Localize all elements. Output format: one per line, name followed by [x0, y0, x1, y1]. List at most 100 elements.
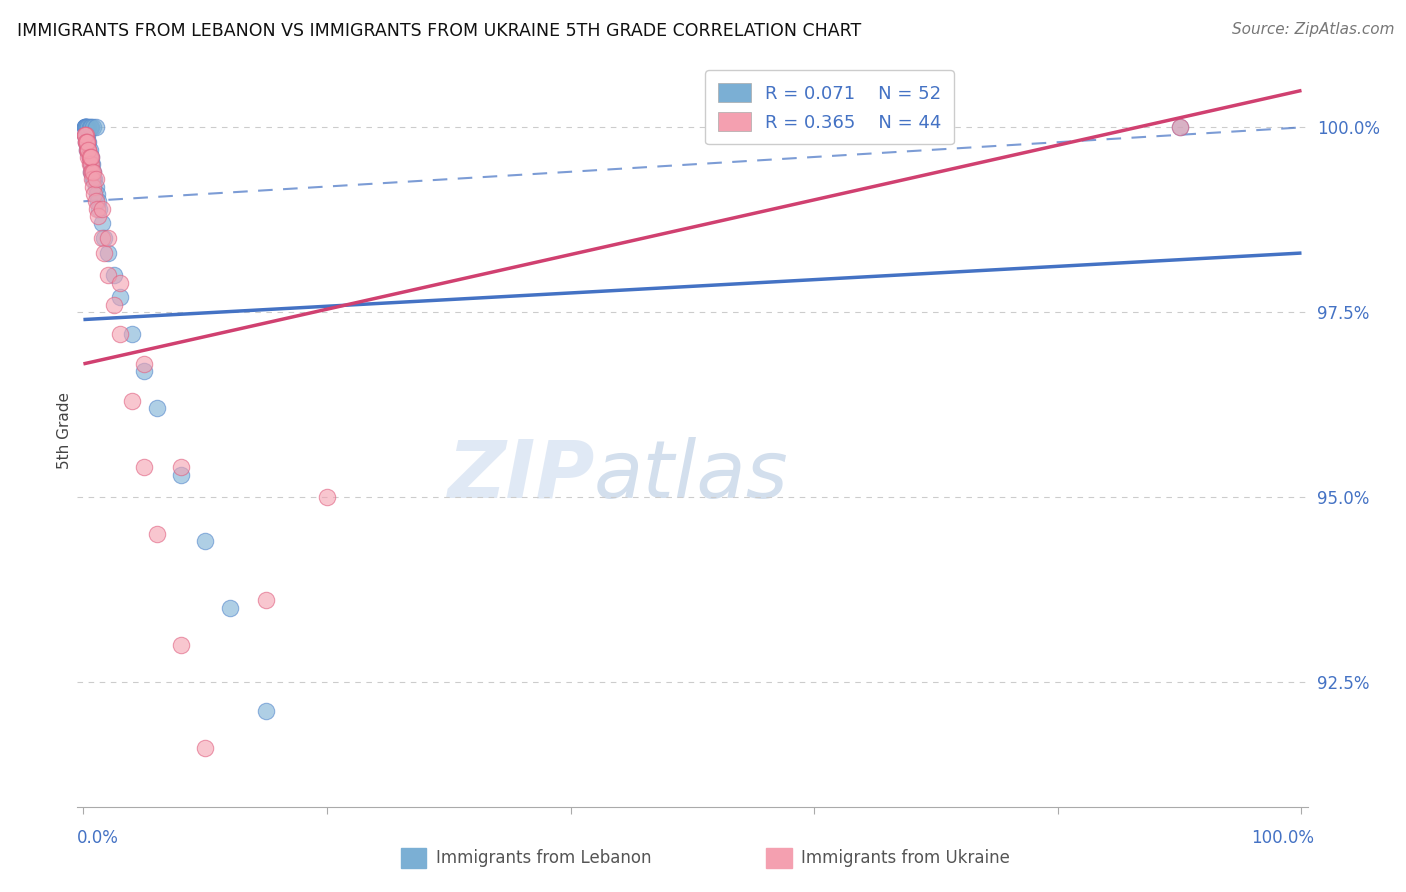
Point: [194, 534, 217, 549]
Point: [90, 202, 112, 216]
Point: [79, 150, 101, 164]
Point: [82, 165, 104, 179]
Point: [145, 526, 167, 541]
Point: [79, 150, 101, 164]
Point: [79, 150, 101, 164]
Point: [218, 600, 240, 615]
Point: [75, 135, 97, 149]
Point: [77, 143, 100, 157]
Point: [80, 165, 103, 179]
Point: [80, 157, 103, 171]
Point: [170, 460, 193, 475]
Point: [194, 741, 217, 756]
Point: [73, 120, 96, 135]
Point: [1168, 120, 1191, 135]
Point: [73, 120, 96, 135]
Point: [145, 401, 167, 416]
Text: 0.0%: 0.0%: [77, 829, 120, 847]
Text: 100.0%: 100.0%: [1251, 829, 1315, 847]
Point: [82, 172, 104, 186]
Point: [77, 120, 100, 135]
Point: [80, 157, 103, 171]
Point: [84, 120, 107, 135]
Point: [75, 135, 97, 149]
Point: [73, 128, 96, 142]
Point: [75, 128, 97, 142]
Point: [97, 231, 120, 245]
Point: [76, 135, 98, 149]
Text: Source: ZipAtlas.com: Source: ZipAtlas.com: [1232, 22, 1395, 37]
Point: [76, 135, 98, 149]
Point: [121, 393, 143, 408]
Point: [77, 150, 100, 164]
Point: [80, 150, 103, 164]
Point: [103, 268, 125, 283]
Point: [80, 172, 103, 186]
Point: [73, 128, 96, 142]
Legend: R = 0.071    N = 52, R = 0.365    N = 44: R = 0.071 N = 52, R = 0.365 N = 44: [706, 70, 955, 145]
Point: [77, 143, 100, 157]
Point: [75, 128, 97, 142]
Point: [90, 231, 112, 245]
Point: [93, 231, 115, 245]
Text: atlas: atlas: [595, 436, 789, 515]
Point: [170, 638, 193, 652]
Point: [80, 157, 103, 171]
Point: [108, 290, 131, 304]
Point: [316, 490, 339, 504]
Point: [108, 327, 131, 342]
Point: [76, 128, 98, 142]
Point: [134, 364, 156, 378]
Point: [76, 143, 98, 157]
Point: [86, 186, 108, 201]
Point: [97, 268, 120, 283]
Y-axis label: 5th Grade: 5th Grade: [56, 392, 72, 469]
Point: [89, 202, 111, 216]
Point: [80, 165, 103, 179]
Point: [75, 128, 97, 142]
Point: [84, 179, 107, 194]
Point: [80, 165, 103, 179]
Point: [75, 120, 97, 135]
Point: [79, 157, 101, 171]
Point: [82, 179, 104, 194]
Point: [83, 186, 105, 201]
Point: [80, 165, 103, 179]
Point: [90, 217, 112, 231]
Point: [76, 135, 98, 149]
Point: [77, 135, 100, 149]
Point: [254, 593, 277, 607]
Point: [82, 120, 104, 135]
Point: [134, 460, 156, 475]
Point: [80, 150, 103, 164]
Point: [134, 357, 156, 371]
Point: [121, 327, 143, 342]
Point: [84, 194, 107, 209]
Point: [93, 246, 115, 260]
Point: [79, 143, 101, 157]
Point: [73, 128, 96, 142]
Point: [75, 120, 97, 135]
Point: [84, 172, 107, 186]
Point: [97, 246, 120, 260]
Point: [82, 165, 104, 179]
Point: [1168, 120, 1191, 135]
Point: [86, 202, 108, 216]
Point: [103, 298, 125, 312]
Text: IMMIGRANTS FROM LEBANON VS IMMIGRANTS FROM UKRAINE 5TH GRADE CORRELATION CHART: IMMIGRANTS FROM LEBANON VS IMMIGRANTS FR…: [17, 22, 860, 40]
Text: Immigrants from Ukraine: Immigrants from Ukraine: [801, 849, 1011, 867]
Text: ZIP: ZIP: [447, 436, 595, 515]
Text: Immigrants from Lebanon: Immigrants from Lebanon: [436, 849, 651, 867]
Point: [87, 194, 110, 209]
Point: [76, 120, 98, 135]
Point: [75, 120, 97, 135]
Point: [75, 135, 97, 149]
Point: [77, 143, 100, 157]
Point: [254, 704, 277, 718]
Point: [79, 120, 101, 135]
Point: [73, 120, 96, 135]
Point: [76, 143, 98, 157]
Point: [80, 120, 103, 135]
Point: [77, 143, 100, 157]
Point: [87, 209, 110, 223]
